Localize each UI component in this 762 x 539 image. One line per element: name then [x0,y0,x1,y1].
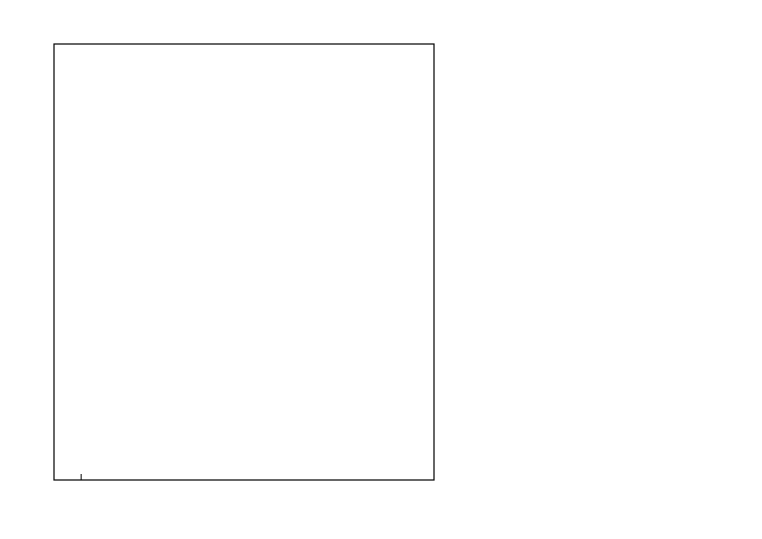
panelA-frame [54,44,434,480]
